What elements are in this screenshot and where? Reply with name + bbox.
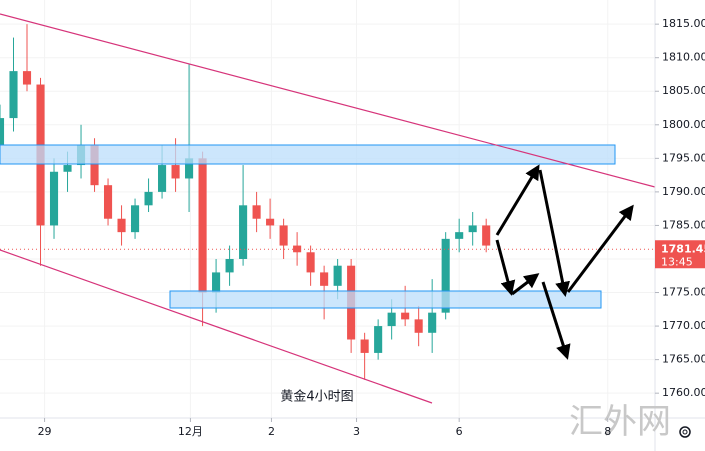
y-tick-label: 1790.00 [662, 185, 705, 198]
drawings [0, 13, 656, 404]
arrow [541, 281, 571, 360]
candle-body [374, 326, 383, 353]
candle-body [360, 339, 369, 353]
y-tick-label: 1770.00 [662, 319, 705, 332]
resistance-zone [0, 144, 616, 165]
candle-body [414, 319, 423, 333]
y-tick-label: 1815.00 [662, 17, 705, 30]
x-tick-label: 8 [604, 425, 611, 438]
candle-body [293, 245, 302, 253]
candle-body [441, 238, 450, 313]
y-tick-label: 1785.00 [662, 218, 705, 231]
candle-body [131, 205, 140, 233]
upper-trendline [0, 13, 656, 188]
candle-body [171, 165, 180, 179]
candle-body [387, 312, 396, 327]
countdown-label: 13:45 [661, 255, 693, 268]
candle-body [9, 71, 18, 119]
forecast-arrows [495, 164, 634, 360]
candle-body [428, 312, 437, 333]
candle-body [22, 71, 32, 85]
x-tick-label: 29 [38, 425, 52, 438]
y-tick-label: 1800.00 [662, 118, 705, 131]
candle-body [158, 165, 167, 192]
gear-center[interactable] [682, 429, 688, 435]
gear[interactable] [679, 426, 691, 438]
x-tick-label: 3 [353, 425, 360, 438]
candle-body [49, 171, 59, 226]
candle-body [185, 158, 194, 179]
plot-area [0, 0, 655, 418]
candle-body [333, 265, 342, 286]
candle-body [212, 272, 221, 293]
y-tick-label: 1760.00 [662, 386, 705, 399]
current-price-box [655, 240, 705, 269]
candle-body [482, 225, 491, 246]
lower-trendline [0, 249, 433, 404]
support-zone [169, 290, 602, 309]
current-price-label: 1781.45 [661, 242, 705, 255]
candle-body [225, 258, 234, 273]
x-tick-label: 12月 [178, 425, 203, 438]
candle-body [117, 218, 126, 233]
x-tick-label: 2 [268, 425, 275, 438]
candle-body [306, 252, 315, 273]
y-tick-label: 1805.00 [662, 84, 705, 97]
y-tick-label: 1775.00 [662, 286, 705, 299]
y-tick-label: 1795.00 [662, 151, 705, 164]
candle-body [0, 118, 5, 145]
arrow [538, 169, 570, 297]
settings-icon[interactable] [679, 426, 691, 438]
y-tick-label: 1765.00 [662, 353, 705, 366]
candle-body [198, 158, 207, 293]
candle-body [252, 205, 261, 219]
candle-body [144, 191, 153, 206]
candle-body [266, 218, 275, 226]
arrow [495, 239, 516, 296]
arrow [566, 204, 634, 293]
candle-body [455, 232, 464, 239]
candle-body [279, 225, 288, 246]
candle-body [63, 165, 72, 172]
arrow [511, 273, 540, 296]
chart-title: 黄金4小时图 [280, 389, 353, 405]
candle-body [320, 272, 329, 286]
candle-body [90, 144, 99, 186]
y-tick-label: 1810.00 [662, 51, 705, 64]
candle-body [401, 312, 410, 320]
watermark: 汇外网 [569, 402, 671, 442]
x-tick-label: 6 [456, 425, 463, 438]
arrow [495, 164, 540, 236]
candle-body [468, 225, 477, 233]
candle-body [103, 185, 113, 219]
candle-body [239, 205, 248, 259]
